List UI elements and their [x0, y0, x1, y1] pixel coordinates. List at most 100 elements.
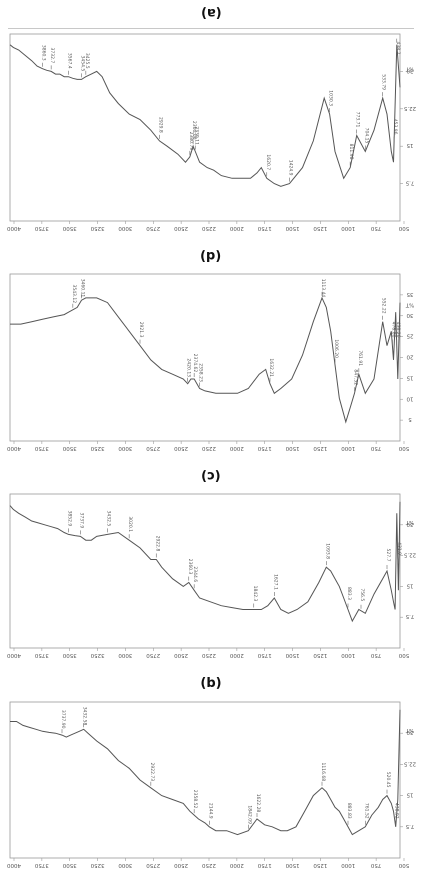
x-tick-label: 3750	[34, 445, 48, 451]
peak-label: 2929.8	[158, 117, 164, 133]
y-tick-label: 7.5	[405, 613, 414, 619]
x-tick-label: 2250	[202, 445, 216, 451]
peak-label: 1006.20	[333, 339, 339, 358]
peak-label: 1113.44	[320, 279, 326, 298]
x-tick-label: 4000	[7, 862, 21, 868]
plot-frame	[9, 273, 401, 442]
x-tick-label: 4000	[7, 445, 21, 451]
x-tick-label: 2000	[229, 225, 243, 231]
y-tick-label: 30	[406, 729, 413, 735]
peak-label: 453.96	[392, 119, 398, 135]
peak-label: 3737.90	[60, 710, 66, 729]
peak-label: 2360.3	[187, 559, 193, 575]
x-tick-label: 2250	[202, 225, 216, 231]
peak-label: 3860.3	[41, 45, 47, 61]
x-tick-label: 3250	[90, 445, 104, 451]
x-tick-label: 2000	[229, 862, 243, 868]
x-tick-label: 3000	[118, 225, 132, 231]
x-tick-label: 3000	[118, 862, 132, 868]
x-tick-label: 3500	[62, 652, 76, 658]
peak-label: 2374.62	[192, 354, 198, 373]
spectrum-line	[10, 296, 401, 424]
x-tick-label: 3500	[62, 862, 76, 868]
ftir-spectrum-b: 500 750 1000 1250 1500 1750 2000 2250 2500 2750 30…	[7, 701, 416, 868]
peak-label: 2358.52	[192, 790, 198, 809]
y-tick-label: 5	[408, 416, 412, 422]
x-tick-label: 500	[398, 445, 409, 451]
y-tick-label: 15	[406, 142, 413, 148]
x-tick-label: 2750	[146, 225, 160, 231]
x-tick-label: 3500	[62, 225, 76, 231]
x-tick-label: 4000	[7, 225, 21, 231]
peak-label: 847.52	[353, 369, 359, 385]
x-tick-label: 2500	[174, 445, 188, 451]
y-tick-label: 22.5	[403, 760, 416, 766]
x-tick-label: 500	[398, 225, 409, 231]
y-tick-label: 20	[406, 354, 413, 360]
x-tick-label: 3250	[90, 225, 104, 231]
peak-label: 883.83	[346, 803, 352, 819]
peak-label: 2358.23	[198, 363, 204, 382]
peak-label: 527.7	[385, 549, 391, 562]
x-tick-label: 1000	[341, 862, 355, 868]
peak-label: 756.5	[359, 588, 365, 601]
y-tick-label: 15	[406, 792, 413, 798]
y-tick-label: 7.5	[405, 180, 414, 186]
peak-label: 1622.28	[255, 794, 261, 813]
ftir-spectrum-c: 500 750 1000 1250 1500 1750 2000 2250 2500 2750 30…	[7, 493, 416, 658]
peak-label: 883.3	[346, 587, 352, 600]
peak-label: 1842.3	[252, 586, 258, 602]
x-tick-label: 3750	[34, 862, 48, 868]
x-tick-label: 4000	[7, 652, 21, 658]
peak-label: 3460.11	[80, 279, 86, 298]
peak-label: 811.98	[348, 144, 354, 160]
x-tick-label: 1500	[285, 445, 299, 451]
peak-label: 1093.8	[324, 543, 330, 559]
x-tick-label: 2250	[202, 862, 216, 868]
x-tick-label: 3250	[90, 652, 104, 658]
peak-label: 1627.1	[272, 574, 278, 590]
peak-label: 1030.3	[328, 90, 334, 106]
peak-label: 3432.58	[82, 707, 88, 726]
y-tick-label: 15	[406, 374, 413, 380]
peak-label: 3852.9	[67, 511, 73, 527]
plot-frame	[9, 493, 401, 649]
x-tick-label: 1750	[257, 225, 271, 231]
peak-label: 2344.6	[192, 566, 198, 582]
x-tick-label: 3000	[118, 445, 132, 451]
y-tick-label: 30	[406, 67, 413, 73]
x-tick-label: 1250	[313, 862, 327, 868]
panel-c: (c) 500 750 1000 1250 1500 1750 2000 2250 2500 27…	[0, 463, 422, 670]
x-tick-label: 750	[370, 445, 381, 451]
panel-label-text: (c)	[201, 468, 221, 483]
spectrum-line	[9, 44, 401, 187]
y-tick-label: 30	[406, 312, 413, 318]
x-tick-label: 2500	[174, 652, 188, 658]
divider	[8, 28, 414, 29]
ftir-spectrum-d: 500 750 1000 1250 1500 1750 2000 2250 2500 2750 30…	[7, 273, 414, 451]
panel-a: (a) 500 750 1000 1250 1500 1750 2000 2250 2500 27…	[0, 0, 422, 243]
panel-label: (d)	[0, 248, 422, 263]
peak-label: 3543.12	[71, 284, 77, 303]
x-tick-label: 2250	[202, 652, 216, 658]
x-tick-label: 2500	[174, 862, 188, 868]
x-tick-label: 1500	[285, 652, 299, 658]
x-tick-label: 2500	[174, 225, 188, 231]
spectrum-line	[10, 709, 401, 836]
peak-label: 3432.5	[106, 511, 112, 527]
y-tick-label: 7.5	[405, 823, 414, 829]
x-tick-label: 1250	[313, 445, 327, 451]
peak-label: 520.45	[385, 772, 391, 788]
peak-label: 2339.11	[193, 126, 199, 145]
ftir-spectrum-a: 500 750 1000 1250 1500 1750 2000 2250 2500 2750 30…	[7, 33, 416, 231]
peak-label: 478.80	[390, 322, 396, 338]
x-tick-label: 3500	[62, 445, 76, 451]
peak-label: 761.91	[357, 350, 363, 366]
y-unit-label: %T	[405, 727, 414, 733]
plot-frame	[9, 701, 401, 859]
x-tick-label: 2000	[229, 445, 243, 451]
x-tick-label: 1500	[285, 862, 299, 868]
peak-label: 2144.9	[207, 803, 213, 819]
x-tick-label: 1250	[313, 652, 327, 658]
x-tick-label: 1750	[257, 862, 271, 868]
